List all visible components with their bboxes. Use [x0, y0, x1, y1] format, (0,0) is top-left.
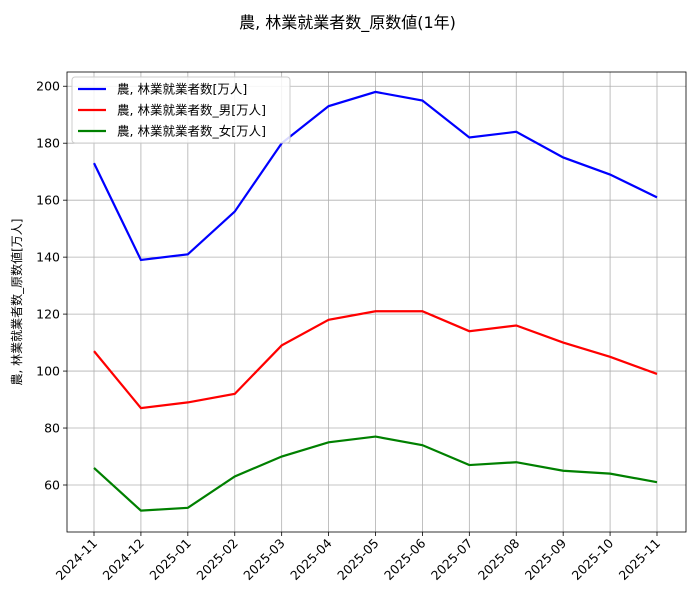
x-tick-label: 2025-09 [522, 535, 570, 583]
series-line [93, 90, 658, 262]
x-tick-label: 2024-12 [99, 536, 147, 584]
x-tick-label: 2025-03 [240, 536, 288, 584]
y-tick-label: 120 [36, 307, 60, 322]
x-tick-label: 2025-10 [569, 535, 617, 583]
y-tick-label: 180 [36, 136, 60, 151]
y-tick-label: 60 [44, 478, 60, 493]
x-tick-label: 2025-05 [334, 536, 382, 584]
legend-label: 農, 林業就業者数_男[万人] [117, 103, 266, 118]
legend-label: 農, 林業就業者数_女[万人] [117, 124, 266, 139]
series-2 [93, 435, 658, 512]
y-tick-label: 200 [36, 79, 60, 94]
series-line [93, 435, 658, 512]
x-tick-label: 2025-02 [193, 536, 241, 584]
x-tick-label: 2025-06 [381, 535, 429, 583]
series-0 [93, 90, 658, 262]
y-tick-label: 140 [36, 250, 60, 265]
x-tick-label: 2025-04 [287, 535, 335, 583]
legend-box [71, 76, 291, 144]
x-tick-label: 2025-01 [146, 536, 194, 584]
y-tick-label: 160 [36, 193, 60, 208]
legend: 農, 林業就業者数[万人] 農, 林業就業者数_男[万人] 農, 林業就業者数_女[… [71, 76, 291, 144]
y-tick-label: 100 [36, 364, 60, 379]
series-1 [93, 310, 658, 410]
plot-frame [66, 71, 687, 533]
legend-label: 農, 林業就業者数[万人] [117, 82, 247, 97]
x-tick-label: 2025-08 [475, 535, 523, 583]
series-line [93, 310, 658, 410]
y-tick-label: 80 [44, 421, 60, 436]
chart-title: 農, 林業就業者数_原数値(1年) [239, 13, 456, 32]
x-tick-label: 2024-11 [53, 536, 101, 584]
x-tick-label: 2025-11 [616, 536, 664, 584]
x-tick-label: 2025-07 [428, 536, 476, 584]
y-axis-label: 農, 林業就業者数_原数値[万人] [9, 219, 24, 386]
